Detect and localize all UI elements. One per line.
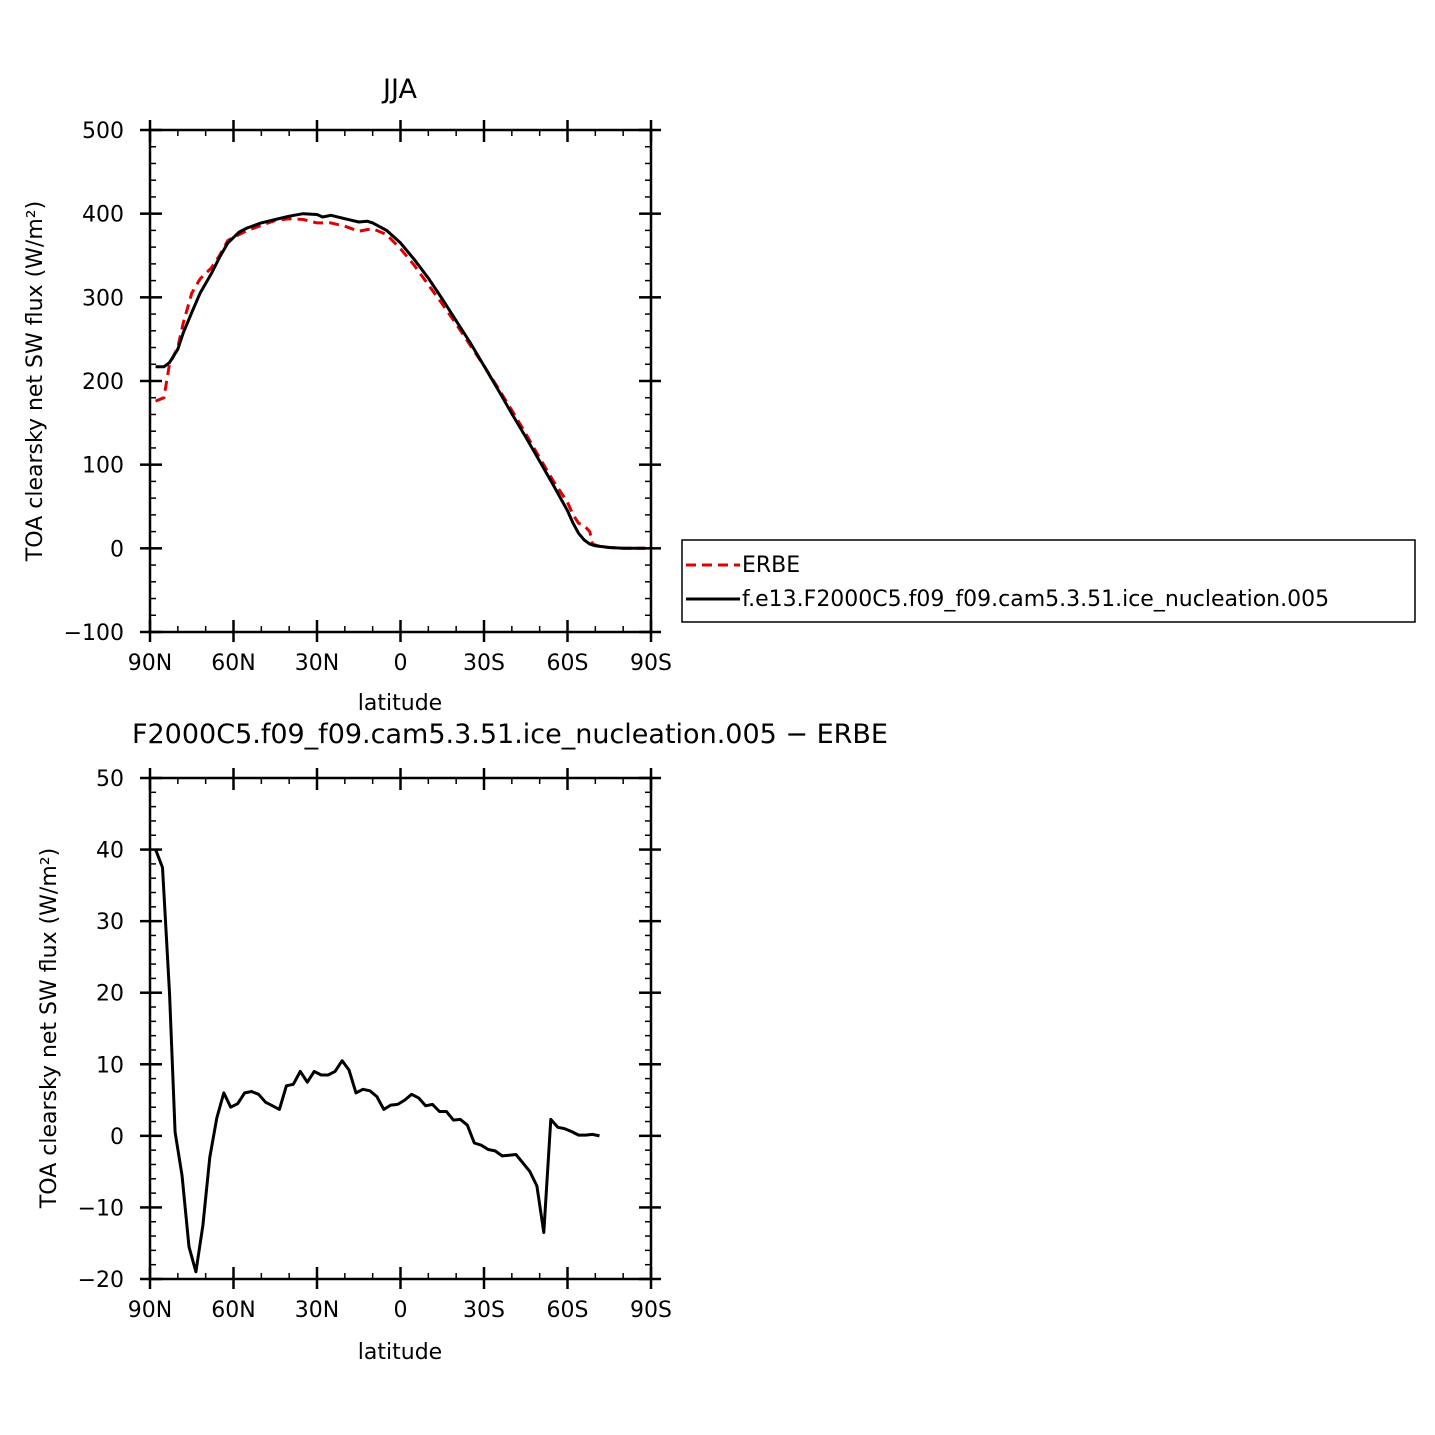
top-x-axis-title: latitude (358, 691, 442, 716)
y-tick-label: 30 (96, 910, 124, 935)
x-tick-label: 60N (211, 651, 255, 676)
x-tick-label: 30N (295, 651, 339, 676)
legend-label-model: f.e13.F2000C5.f09_f09.cam5.3.51.ice_nucl… (742, 587, 1329, 612)
y-tick-label: 0 (110, 1125, 124, 1150)
bottom-plot-frame (148, 776, 653, 1281)
bottom-chart-title: F2000C5.f09_f09.cam5.3.51.ice_nucleation… (132, 719, 888, 750)
x-tick-label: 90N (128, 651, 172, 676)
y-tick-label: 50 (96, 767, 124, 792)
legend-label-erbe: ERBE (742, 553, 800, 578)
x-tick-label: 90N (128, 1298, 172, 1323)
top-plot-frame (148, 128, 653, 634)
x-tick-label: 30S (463, 1298, 505, 1323)
y-tick-label: −10 (78, 1196, 124, 1221)
series-line-difference (154, 849, 600, 1274)
x-tick-label: 0 (394, 651, 408, 676)
x-tick-label: 90S (630, 651, 672, 676)
x-tick-label: 30S (463, 651, 505, 676)
bottom-y-axis-title: TOA clearsky net SW flux (W/m²) (37, 848, 62, 1209)
y-tick-label: 0 (110, 537, 124, 562)
top-y-axis-title: TOA clearsky net SW flux (W/m²) (23, 201, 48, 562)
y-tick-label: −20 (78, 1268, 124, 1293)
bottom-x-axis-title: latitude (358, 1340, 442, 1365)
y-tick-label: 300 (82, 286, 124, 311)
y-tick-label: 500 (82, 119, 124, 144)
x-tick-label: 60S (547, 651, 589, 676)
top-chart-title: JJA (381, 74, 417, 105)
y-tick-label: −100 (64, 621, 124, 646)
series-line-f (155, 212, 646, 550)
x-tick-label: 60S (547, 1298, 589, 1323)
y-tick-label: 200 (82, 370, 124, 395)
legend-box (681, 539, 1416, 623)
y-tick-label: 20 (96, 982, 124, 1007)
legend: ERBE f.e13.F2000C5.f09_f09.cam5.3.51.ice… (681, 539, 1416, 623)
y-tick-label: 100 (82, 454, 124, 479)
y-tick-label: 40 (96, 839, 124, 864)
x-tick-label: 30N (295, 1298, 339, 1323)
series-line-erbe (155, 217, 646, 550)
x-tick-label: 90S (630, 1298, 672, 1323)
x-tick-label: 60N (211, 1298, 255, 1323)
x-tick-label: 0 (394, 1298, 408, 1323)
y-tick-label: 400 (82, 203, 124, 228)
y-tick-label: 10 (96, 1053, 124, 1078)
top-chart: JJA 90N 60N 30N 0 30S 60S 90S −100 0 100 200 300 400… (23, 74, 1416, 716)
bottom-chart: F2000C5.f09_f09.cam5.3.51.ice_nucleation… (37, 719, 888, 1365)
